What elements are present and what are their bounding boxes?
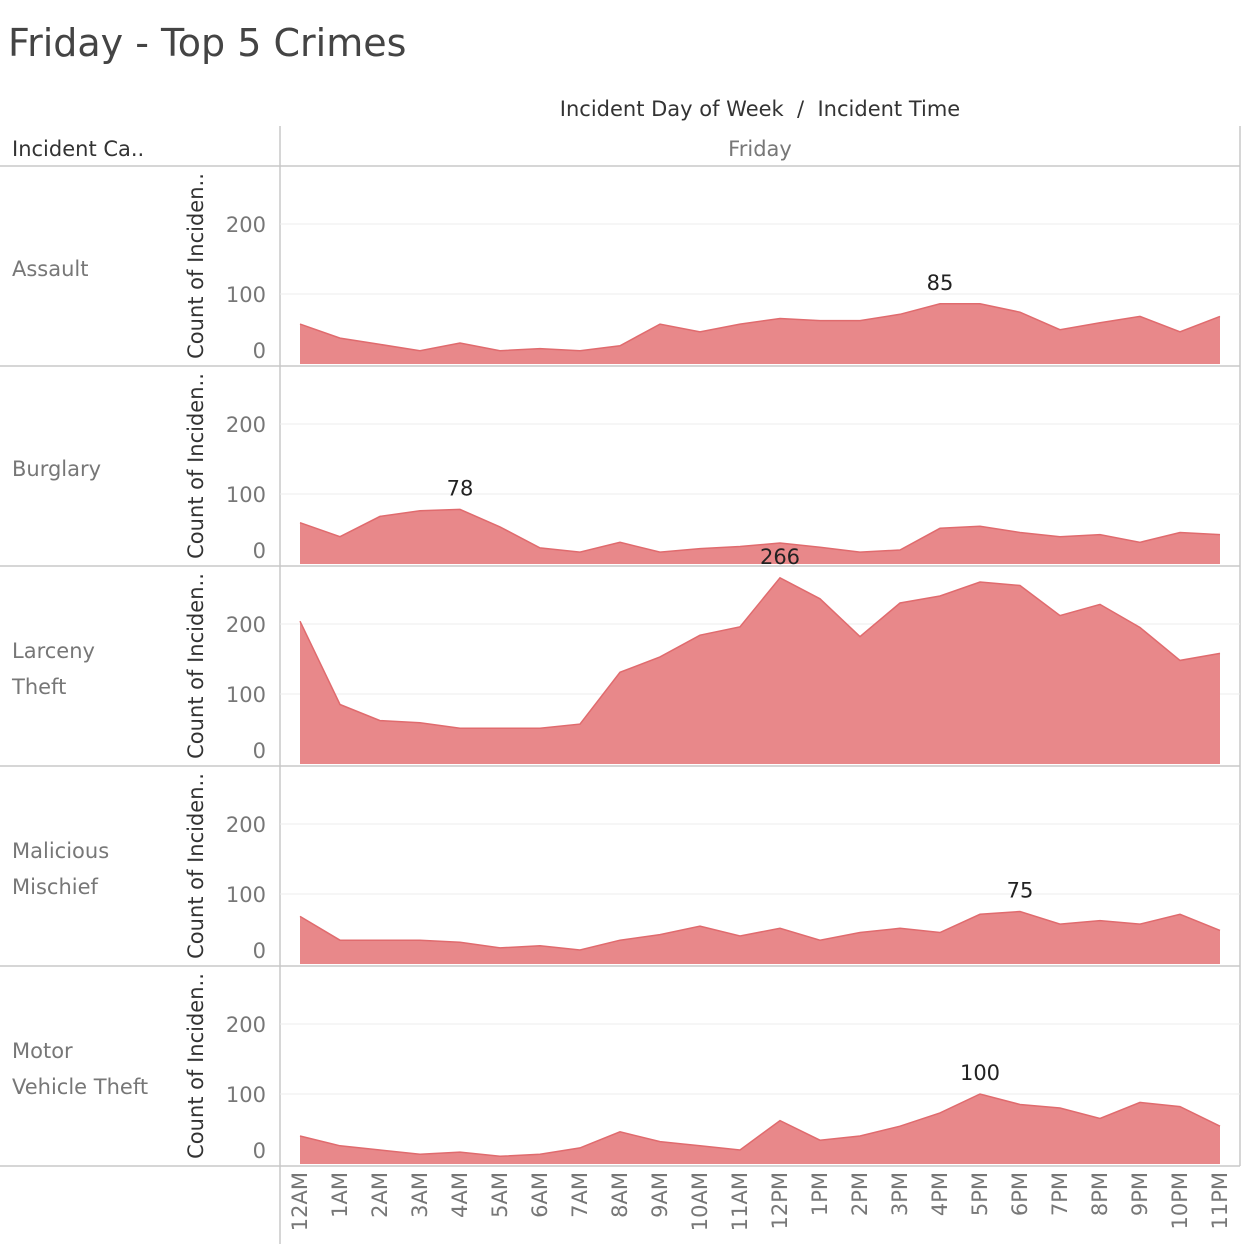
x-tick-label: 10PM xyxy=(1168,1172,1192,1230)
area-malicious-mischief xyxy=(300,911,1220,964)
x-tick-label: 9AM xyxy=(648,1172,672,1218)
y-tick-label: 200 xyxy=(226,413,266,437)
y-tick-label: 0 xyxy=(253,739,266,763)
columns-shelf-title: Incident Day of Week / Incident Time xyxy=(560,97,960,121)
row-label: Theft xyxy=(11,675,66,699)
y-tick-label: 200 xyxy=(226,213,266,237)
x-tick-label: 2PM xyxy=(848,1172,872,1216)
x-axis: 12AM 1AM 2AM 3AM 4AM 5AM 6AM 7AM 8AM 9AM 10AM 11AM 1… xyxy=(288,1172,1232,1231)
y-axis-title: Count of Inciden.. xyxy=(184,573,208,759)
row-header-label: Incident Ca.. xyxy=(12,137,144,161)
panel-assault: 85 0 100 200 Count of Inciden.. Assault xyxy=(0,173,1240,367)
x-tick-label: 11PM xyxy=(1208,1172,1232,1230)
x-tick-label: 12AM xyxy=(288,1172,312,1231)
panel-larceny-theft: 266 0 100 200 Count of Inciden.. Larceny Theft xyxy=(0,545,1240,767)
y-tick-label: 100 xyxy=(226,483,266,507)
x-tick-label: 6PM xyxy=(1008,1172,1032,1216)
x-tick-label: 12PM xyxy=(768,1172,792,1230)
peak-label-larceny-theft: 266 xyxy=(760,545,800,569)
x-tick-label: 5AM xyxy=(488,1172,512,1218)
y-tick-label: 200 xyxy=(226,1013,266,1037)
x-tick-label: 2AM xyxy=(368,1172,392,1218)
area-larceny-theft xyxy=(300,577,1220,764)
y-axis-title: Count of Inciden.. xyxy=(184,973,208,1159)
row-label: Assault xyxy=(12,257,89,281)
x-tick-label: 4AM xyxy=(448,1172,472,1218)
line-larceny-theft xyxy=(299,576,1221,730)
row-label: Malicious xyxy=(12,839,109,863)
x-tick-label: 10AM xyxy=(688,1172,712,1231)
line-assault xyxy=(299,303,1221,352)
x-tick-label: 4PM xyxy=(928,1172,952,1216)
x-tick-label: 5PM xyxy=(968,1172,992,1216)
y-tick-label: 0 xyxy=(253,339,266,363)
chart-title: Friday - Top 5 Crimes xyxy=(8,21,406,65)
column-header-friday: Friday xyxy=(728,137,792,161)
table-structure xyxy=(0,126,1241,1244)
y-axis-title: Count of Inciden.. xyxy=(184,773,208,959)
x-tick-label: 9PM xyxy=(1128,1172,1152,1216)
peak-label-malicious-mischief: 75 xyxy=(1007,879,1034,903)
y-tick-label: 200 xyxy=(226,613,266,637)
y-axis-title: Count of Inciden.. xyxy=(184,173,208,359)
panel-motor-vehicle-theft: 100 0 100 200 Count of Inciden.. Motor Vehicle… xyxy=(0,973,1240,1167)
y-tick-label: 100 xyxy=(226,883,266,907)
line-burglary xyxy=(299,508,1221,553)
row-label: Vehicle Theft xyxy=(12,1075,148,1099)
area-motor-vehicle-theft xyxy=(300,1094,1220,1164)
peak-label-assault: 85 xyxy=(927,271,954,295)
panel-burglary: 78 0 100 200 Count of Inciden.. Burglary xyxy=(0,373,1240,567)
y-tick-label: 0 xyxy=(253,1139,266,1163)
row-label: Motor xyxy=(12,1039,73,1063)
x-tick-label: 7PM xyxy=(1048,1172,1072,1216)
y-tick-label: 0 xyxy=(253,539,266,563)
x-tick-label: 8AM xyxy=(608,1172,632,1218)
y-axis-title: Count of Inciden.. xyxy=(184,373,208,559)
x-tick-label: 3AM xyxy=(408,1172,432,1218)
x-tick-label: 3PM xyxy=(888,1172,912,1216)
y-tick-label: 100 xyxy=(226,1083,266,1107)
peak-label-motor-vehicle-theft: 100 xyxy=(960,1061,1000,1085)
line-malicious-mischief xyxy=(299,910,1221,951)
row-label: Burglary xyxy=(12,457,101,481)
x-tick-label: 7AM xyxy=(568,1172,592,1218)
y-tick-label: 200 xyxy=(226,813,266,837)
area-burglary xyxy=(300,509,1220,564)
line-motor-vehicle-theft xyxy=(299,1093,1221,1158)
y-tick-label: 100 xyxy=(226,683,266,707)
x-tick-label: 1AM xyxy=(328,1172,352,1218)
panel-malicious-mischief: 75 0 100 200 Count of Inciden.. Malicious Misc… xyxy=(0,773,1240,967)
y-tick-label: 100 xyxy=(226,283,266,307)
area-assault xyxy=(300,303,1220,364)
x-tick-label: 11AM xyxy=(728,1172,752,1231)
row-label: Larceny xyxy=(12,639,95,663)
row-label: Mischief xyxy=(12,875,99,899)
x-tick-label: 8PM xyxy=(1088,1172,1112,1216)
x-tick-label: 6AM xyxy=(528,1172,552,1218)
y-tick-label: 0 xyxy=(253,939,266,963)
peak-label-burglary: 78 xyxy=(447,476,474,500)
x-tick-label: 1PM xyxy=(808,1172,832,1216)
